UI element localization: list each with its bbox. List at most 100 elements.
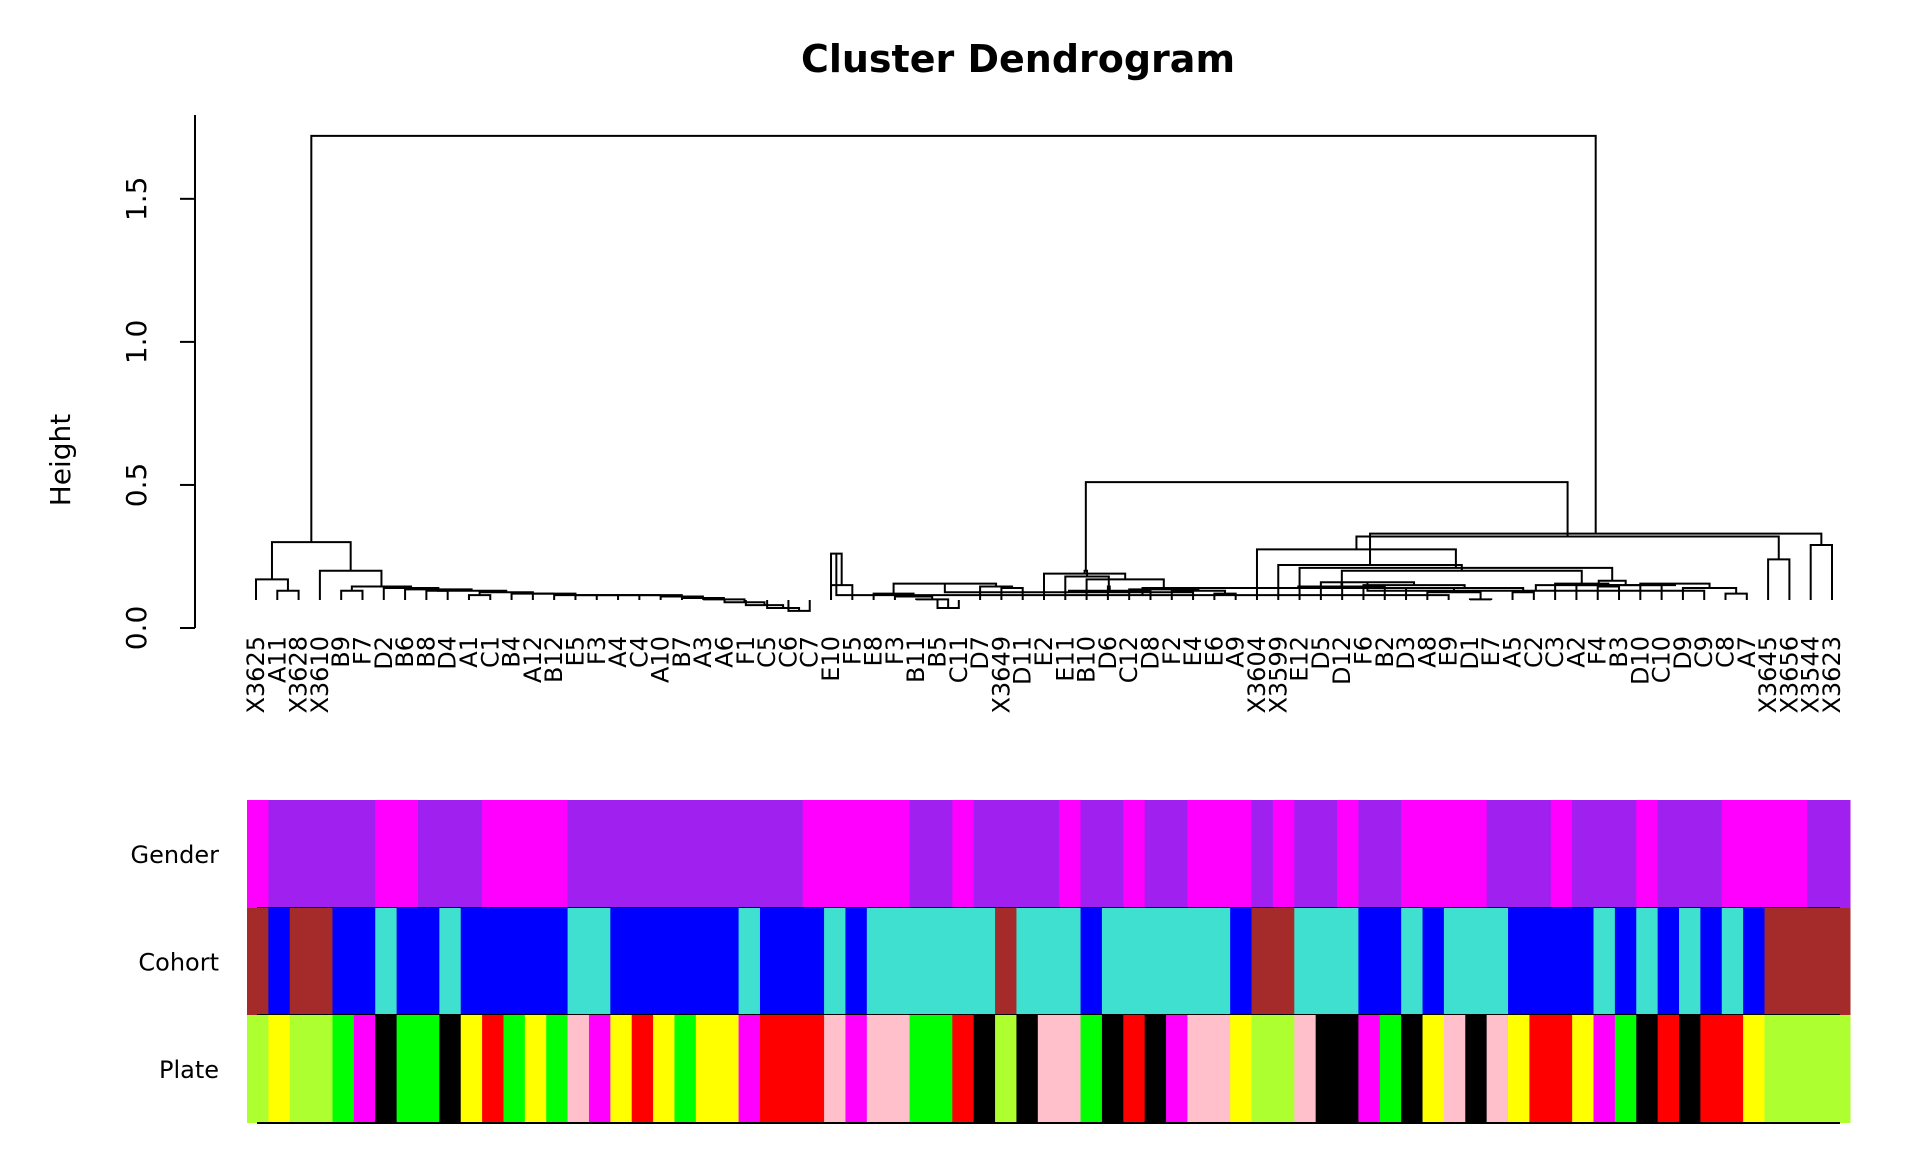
track-segment [268,800,376,908]
leaf-label: E10 [817,636,845,682]
track-segment [1636,908,1659,1015]
track-segment [1080,908,1103,1015]
track-segment [503,1015,526,1123]
track-segment [353,1015,376,1123]
leaf-label: F3 [583,636,611,665]
leaf-label: C2 [1520,636,1548,668]
leaf-label: D6 [1094,636,1122,670]
dendrogram-branch [510,592,555,600]
track-segment [375,908,398,1015]
track-segment [268,908,291,1015]
y-axis-label: Height [44,414,77,507]
track-segment [973,1015,996,1123]
leaf-label: A7 [1733,636,1761,668]
track-plate: Plate [159,1015,1851,1124]
track-segment [375,1015,398,1123]
dendrogram-branch [1767,558,1791,600]
leaf-label: B2 [1371,636,1399,668]
leaf-label: E12 [1286,636,1314,682]
dendrogram-branch [915,598,950,608]
leaf-label: C4 [625,636,653,668]
track-segment [1593,908,1616,1015]
dendrogram-branch [425,589,449,600]
leaf-label: X3604 [1243,636,1271,714]
track-segment [1657,1015,1680,1123]
track-segment [610,908,740,1015]
dendrogram-branch [893,595,934,600]
track-segment [567,1015,590,1123]
track-segment [1337,800,1359,908]
track-segment [268,1015,291,1123]
track-segment [375,800,419,908]
track-segment [973,800,1060,908]
track-segment [1721,908,1744,1015]
track-segment [1401,800,1488,908]
track-segment [610,1015,633,1123]
leaf-label: D8 [1136,636,1164,670]
leaf-label: B4 [498,636,526,668]
track-segment [1379,1015,1402,1123]
track-segment [439,908,462,1015]
track-segment [524,1015,547,1123]
track-segment [631,1015,654,1123]
leaf-label: C5 [753,636,781,668]
dendrogram-branch [1213,592,1237,600]
track-segment [909,800,953,908]
track-segment [845,1015,868,1123]
leaf-label: E8 [860,636,888,666]
dendrogram-branch [1597,579,1627,586]
track-segment [1636,800,1659,908]
track-segment [1401,1015,1424,1123]
track-segment [695,1015,740,1123]
track-segment [1422,1015,1445,1123]
track-segment [289,1015,333,1123]
dendrogram-branch [270,541,352,580]
track-segment [1251,1015,1295,1123]
track-segment [1144,800,1188,908]
leaf-label: C6 [774,636,802,668]
leaf-label: A9 [1222,636,1250,668]
leaf-label: D7 [966,636,994,670]
track-segment [1657,800,1723,908]
track-segment [1721,800,1808,908]
leaf-label: A11 [263,636,291,683]
leaf-label: A12 [519,636,547,683]
dendrogram-branch [1083,569,1089,577]
track-segment [1080,1015,1103,1123]
track-segment [289,908,333,1015]
leaf-label: D10 [1626,636,1654,685]
track-segment [460,908,569,1015]
dendrogram-branch [1000,586,1024,600]
track-segment [1144,1015,1167,1123]
track-segment [1550,800,1573,908]
leaf-label: X3645 [1754,636,1782,714]
track-segment [738,908,761,1015]
leaf-label: C10 [1648,636,1676,683]
leaf-label: X3599 [1264,636,1292,714]
dendrogram-branch [1340,582,1344,600]
leaf-label: C9 [1690,636,1718,668]
track-segment [1764,1015,1851,1123]
dendrogram-branch [1468,598,1493,601]
track-segment [1059,800,1082,908]
track-segment [866,1015,911,1123]
track-cohort: Cohort [138,908,1851,1016]
dendrogram-branch [1277,564,1463,600]
leaf-label: A2 [1562,636,1590,668]
track-segment [653,1015,675,1123]
dendrogram-branch [638,594,683,600]
track-segment [674,1015,697,1123]
leaf-label: E2 [1030,636,1058,666]
track-segment [1294,908,1359,1015]
track-segment [1123,1015,1146,1123]
leaf-label: F1 [732,636,760,665]
track-segment [952,1015,975,1123]
track-segment [1679,908,1701,1015]
leaf-label: F2 [1158,636,1186,665]
track-segment [1166,1015,1188,1123]
track-segment [588,1015,611,1123]
track-segment [1016,908,1082,1015]
leaf-label: C11 [945,636,973,683]
leaf-label: X3649 [987,636,1015,714]
